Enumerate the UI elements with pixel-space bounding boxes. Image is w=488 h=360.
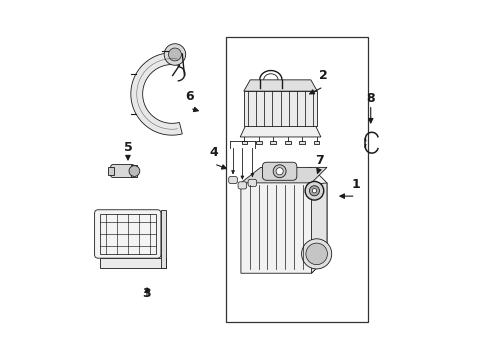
Circle shape (312, 189, 316, 193)
Polygon shape (131, 53, 182, 135)
FancyBboxPatch shape (228, 176, 237, 184)
Text: 8: 8 (366, 93, 374, 105)
Circle shape (301, 239, 331, 269)
Text: 6: 6 (185, 90, 194, 103)
Bar (270, 140, 276, 144)
Polygon shape (240, 126, 320, 137)
Bar (241, 140, 247, 144)
Circle shape (305, 243, 327, 265)
Circle shape (168, 48, 181, 61)
FancyBboxPatch shape (238, 182, 246, 189)
Bar (131, 165, 136, 177)
Bar (244, 91, 317, 126)
Text: 2: 2 (318, 69, 327, 82)
Text: 5: 5 (123, 141, 132, 154)
Text: 7: 7 (315, 154, 324, 167)
Polygon shape (244, 80, 317, 91)
Circle shape (164, 44, 185, 65)
FancyBboxPatch shape (262, 162, 296, 180)
Polygon shape (241, 167, 326, 273)
Circle shape (276, 168, 283, 175)
Text: 4: 4 (209, 146, 218, 159)
Bar (225, 37, 367, 321)
Circle shape (273, 165, 285, 178)
Polygon shape (161, 210, 166, 268)
Circle shape (305, 181, 323, 200)
Bar (299, 140, 305, 144)
Text: 1: 1 (350, 178, 359, 191)
Bar (100, 214, 156, 254)
Bar (256, 140, 261, 144)
FancyBboxPatch shape (110, 165, 134, 177)
Bar (285, 140, 290, 144)
Bar (108, 167, 113, 175)
Circle shape (309, 186, 319, 196)
Circle shape (129, 166, 140, 176)
FancyBboxPatch shape (247, 179, 256, 186)
Polygon shape (100, 258, 166, 268)
FancyBboxPatch shape (94, 210, 161, 258)
Polygon shape (311, 183, 326, 273)
Text: 3: 3 (142, 287, 151, 300)
Polygon shape (241, 167, 326, 183)
Bar (313, 140, 319, 144)
